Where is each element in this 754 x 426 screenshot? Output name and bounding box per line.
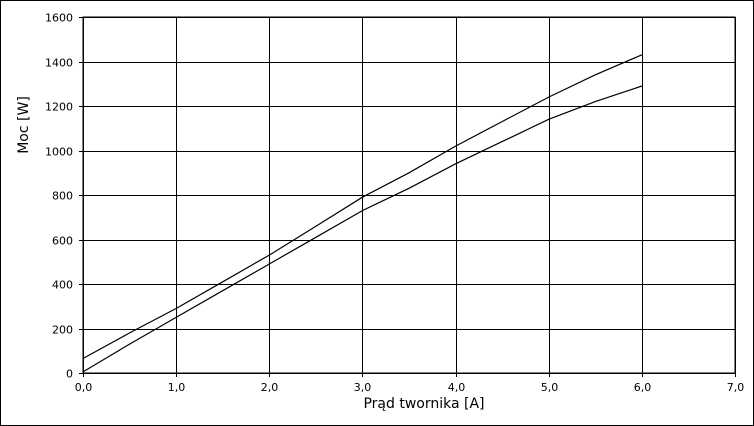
y-tick-label: 0 (66, 368, 73, 381)
x-tick-label: 6,0 (634, 381, 652, 394)
x-axis-ticks: 0,0 1,0 2,0 3,0 4,0 5,0 6,0 7,0 (75, 381, 745, 394)
y-tick-label: 800 (52, 190, 73, 203)
y-tick-label: 200 (52, 324, 73, 337)
y-tick-label: 1200 (45, 101, 73, 114)
y-tick-label: 1600 (45, 12, 73, 25)
x-tick-label: 5,0 (541, 381, 559, 394)
series-line-1 (82, 54, 643, 360)
series-layer (82, 54, 643, 373)
y-tick-label: 400 (52, 279, 73, 292)
x-tick-label: 4,0 (448, 381, 466, 394)
series-line-2 (82, 85, 643, 373)
x-axis-title: Prąd twornika [A] (363, 396, 484, 412)
x-tick-label: 2,0 (261, 381, 279, 394)
y-axis-ticks: 0 200 400 600 800 1000 1200 1400 1600 (45, 12, 73, 381)
x-tick-label: 0,0 (75, 381, 93, 394)
x-tick-label: 1,0 (168, 381, 186, 394)
y-axis-title: Moc [W] (16, 96, 32, 154)
x-tick-label: 3,0 (354, 381, 372, 394)
y-tick-label: 1000 (45, 146, 73, 159)
grid (79, 16, 736, 377)
y-tick-label: 600 (52, 235, 73, 248)
x-tick-label: 7,0 (727, 381, 745, 394)
y-tick-label: 1400 (45, 57, 73, 70)
